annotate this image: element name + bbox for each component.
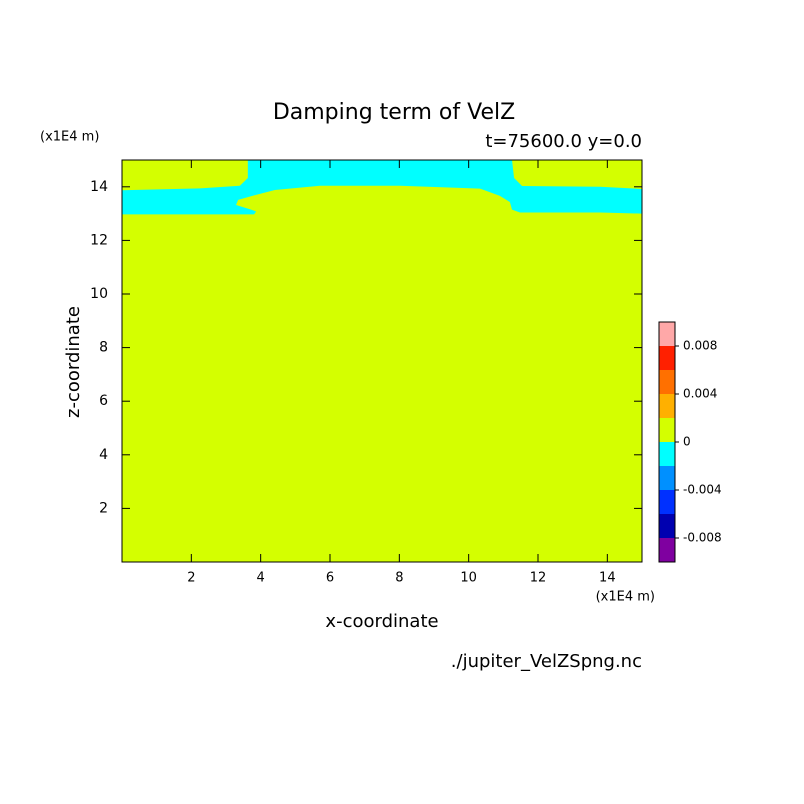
y-tick-label: 10	[90, 286, 108, 302]
colorbar-bin	[659, 394, 675, 418]
chart-subtitle: t=75600.0 y=0.0	[485, 131, 642, 152]
colorbar-bin	[659, 322, 675, 346]
y-tick-label: 4	[99, 447, 108, 463]
contour-region	[122, 160, 642, 215]
y-tick-label: 2	[99, 500, 108, 516]
x-tick-label: 12	[530, 571, 547, 586]
x-tick-label: 10	[460, 571, 477, 586]
field-background	[122, 160, 642, 562]
colorbar-tick-label: 0.008	[683, 339, 717, 353]
colorbar-bin	[659, 346, 675, 370]
colorbar-bin	[659, 418, 675, 442]
y-axis-label: z-coordinate	[63, 306, 84, 418]
source-label: ./jupiter_VelZSpng.nc	[451, 651, 642, 672]
y-tick-label: 12	[90, 232, 108, 248]
x-tick-label: 8	[395, 571, 403, 586]
y-unit: (x1E4 m)	[40, 130, 99, 145]
x-tick-label: 4	[257, 571, 265, 586]
colorbar-tick-label: -0.004	[683, 483, 722, 497]
colorbar-tick-label: 0.004	[683, 387, 717, 401]
colorbar-tick-label: -0.008	[683, 531, 722, 545]
colorbar-bin	[659, 442, 675, 466]
chart-title: Damping term of VelZ	[273, 100, 515, 125]
colorbar-bin	[659, 370, 675, 394]
x-tick-label: 2	[187, 571, 195, 586]
x-unit: (x1E4 m)	[596, 590, 655, 605]
y-tick-label: 14	[90, 179, 108, 195]
x-axis-label: x-coordinate	[325, 611, 438, 632]
y-tick-label: 8	[99, 340, 108, 356]
x-tick-label: 14	[599, 571, 616, 586]
colorbar-bin	[659, 514, 675, 538]
colorbar-bin	[659, 490, 675, 514]
y-tick-label: 6	[99, 393, 108, 409]
colorbar-bin	[659, 538, 675, 562]
x-tick-label: 6	[326, 571, 334, 586]
colorbar-tick-label: 0	[683, 435, 691, 449]
colorbar-bin	[659, 466, 675, 490]
plot-frame	[121, 159, 643, 563]
